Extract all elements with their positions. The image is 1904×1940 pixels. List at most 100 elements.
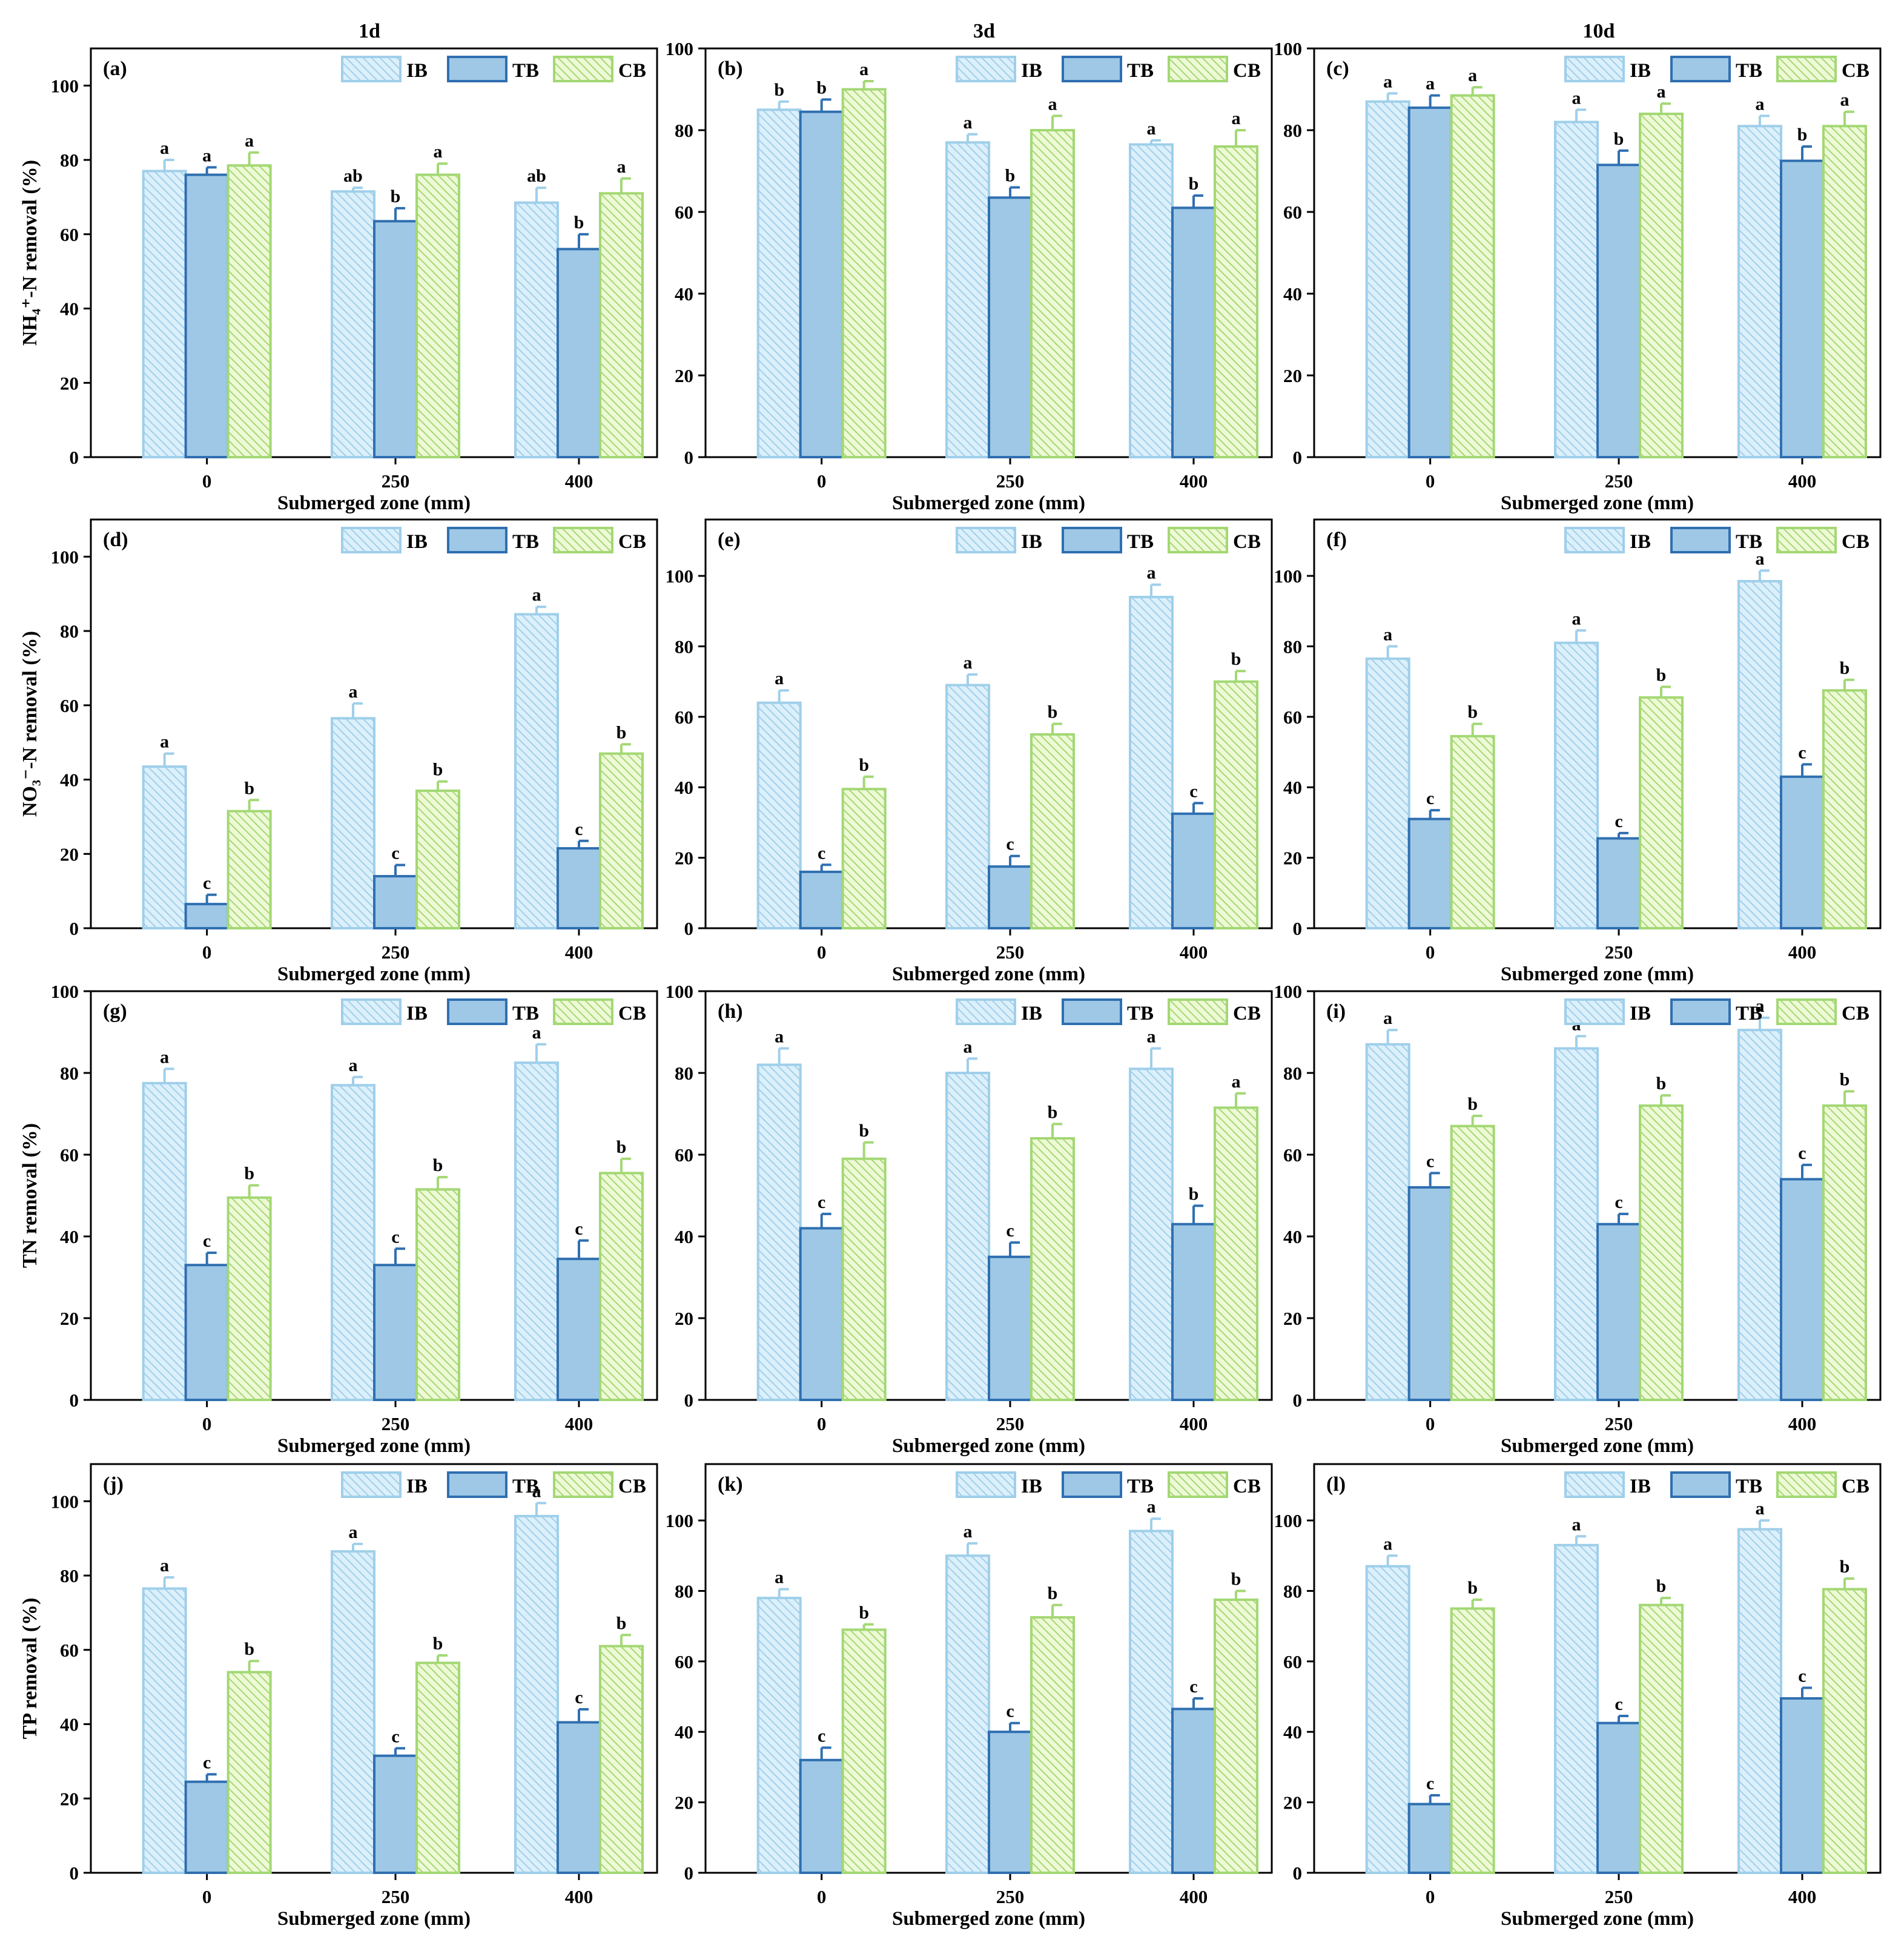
legend-swatch-tb	[447, 1471, 507, 1498]
significance-letter: c	[391, 1227, 399, 1247]
x-tick-label: 0	[1426, 470, 1435, 492]
legend-swatch-tb	[1062, 1471, 1122, 1498]
y-tick-label: 60	[675, 1651, 693, 1672]
legend-swatch-cb	[1168, 56, 1228, 82]
legend-swatch-cb	[1776, 1471, 1837, 1498]
panel-label: (d)	[103, 529, 128, 551]
bar-ib	[331, 190, 376, 458]
bar-tb	[1779, 1697, 1825, 1874]
y-tick-label: 100	[1274, 981, 1303, 1002]
significance-letter: c	[1426, 1773, 1434, 1793]
bar-ib	[1737, 125, 1782, 458]
x-axis-label: Submerged zone (mm)	[892, 1908, 1085, 1930]
legend-swatch-ib	[341, 56, 402, 82]
significance-letter: a	[1755, 94, 1764, 114]
y-tick-label: 60	[675, 1144, 693, 1166]
y-tick-label: 60	[60, 224, 79, 245]
significance-letter: a	[616, 157, 626, 177]
significance-letter: c	[1006, 834, 1014, 854]
bar-cb	[1030, 1137, 1076, 1401]
significance-letter: ab	[527, 166, 546, 186]
x-tick-label: 0	[817, 1413, 827, 1434]
significance-letter: a	[245, 131, 254, 151]
bar-cb	[226, 164, 272, 458]
y-tick-label: 80	[1283, 120, 1302, 141]
bar-tb	[1596, 163, 1642, 458]
panel-label: (k)	[718, 1473, 743, 1496]
y-tick-label: 100	[666, 566, 694, 587]
legend-swatch-tb	[1670, 56, 1731, 82]
legend-swatch-cb	[1168, 998, 1228, 1025]
bar-tb	[988, 1730, 1033, 1875]
bar-cb	[415, 1188, 461, 1401]
legend-label-ib: IB	[1630, 1003, 1651, 1024]
legend-swatch-tb	[1062, 998, 1122, 1025]
bar-cb	[1030, 733, 1076, 929]
legend-label-tb: TB	[512, 60, 539, 82]
legend-swatch-ib	[1564, 1471, 1625, 1498]
panel-f: 0 20 40 60 80 100 0 a c b 250 a c b 400 a c b (f) IB TB CB Sub…	[1274, 518, 1882, 985]
legend-label-tb: TB	[1127, 60, 1154, 82]
y-tick-label: 80	[1283, 1063, 1302, 1084]
bar-ib	[1554, 1543, 1599, 1874]
x-tick-label: 250	[996, 1886, 1025, 1907]
bar-cb	[598, 1172, 644, 1401]
bar-tb	[1171, 206, 1216, 458]
y-tick-label: 0	[1293, 447, 1303, 468]
panel-label: (l)	[1326, 1473, 1346, 1496]
bar-cb	[1639, 113, 1684, 458]
x-tick-label: 0	[202, 1886, 212, 1907]
significance-letter: b	[616, 1137, 627, 1157]
panel-label: (a)	[103, 58, 127, 80]
significance-letter: a	[1146, 563, 1155, 583]
bar-ib	[945, 684, 991, 929]
y-tick-label: 100	[1274, 566, 1303, 587]
significance-letter: b	[1467, 1094, 1478, 1114]
legend-label-cb: CB	[1842, 1003, 1869, 1024]
bar-tb	[373, 220, 418, 458]
bar-tb	[1596, 1222, 1642, 1401]
significance-letter: b	[859, 1603, 869, 1623]
panel-k: 0 20 40 60 80 100 0 a c b 250 a c b 400 a c b (k) IB TB CB Sub…	[666, 1463, 1273, 1930]
y-tick-label: 100	[666, 1510, 694, 1531]
x-tick-label: 250	[996, 942, 1025, 963]
x-tick-label: 0	[202, 1413, 212, 1434]
y-axis-label: TN removal (%)	[19, 1123, 41, 1268]
y-tick-label: 100	[1274, 38, 1303, 59]
legend-label-ib: IB	[1630, 531, 1651, 553]
bar-ib	[756, 701, 802, 929]
bar-tb	[1779, 775, 1825, 929]
significance-letter: b	[433, 1634, 443, 1654]
bar-tb	[1407, 106, 1453, 458]
significance-letter: a	[1755, 1499, 1764, 1519]
significance-letter: a	[1383, 1534, 1392, 1554]
legend-label-tb: TB	[1736, 1476, 1762, 1497]
significance-letter: a	[859, 59, 868, 79]
bar-ib	[1365, 100, 1410, 458]
x-axis-label: Submerged zone (mm)	[277, 1435, 471, 1457]
x-axis-label: Submerged zone (mm)	[1501, 963, 1694, 985]
significance-letter: b	[1840, 1069, 1850, 1089]
significance-letter: a	[1231, 108, 1240, 128]
x-axis-label: Submerged zone (mm)	[892, 492, 1085, 514]
bar-cb	[1822, 689, 1867, 930]
legend-label-cb: CB	[1233, 60, 1261, 82]
bar-ib	[1365, 1043, 1410, 1401]
bar-cb	[1450, 1124, 1495, 1401]
legend-label-tb: TB	[512, 1003, 539, 1024]
bar-tb	[373, 1264, 418, 1401]
significance-letter: a	[160, 1556, 169, 1575]
panel-e: 0 20 40 60 80 100 0 a c b 250 a c b 400 a c b (e) IB TB CB Sub…	[666, 518, 1273, 985]
panel-label: (j)	[103, 1473, 124, 1496]
panel-c: 0 20 40 60 80 100 0 a a a 250 a b a 400 a b a (c) IB TB CB Sub…	[1274, 38, 1882, 514]
legend-swatch-ib	[956, 527, 1016, 553]
bar-cb	[598, 752, 644, 930]
bar-ib	[1737, 579, 1782, 929]
legend-swatch-tb	[1670, 1471, 1731, 1498]
y-tick-label: 20	[60, 843, 79, 865]
panel-g: 0 20 40 60 80 100 0 a c b 250 a c b 400 a c b (g) IB TB CB Sub…	[19, 981, 658, 1457]
column-titles: 1d 3d 10d	[359, 20, 1615, 42]
bar-tb	[1171, 1222, 1216, 1401]
significance-letter: a	[964, 1037, 973, 1057]
significance-letter: b	[433, 1155, 443, 1175]
